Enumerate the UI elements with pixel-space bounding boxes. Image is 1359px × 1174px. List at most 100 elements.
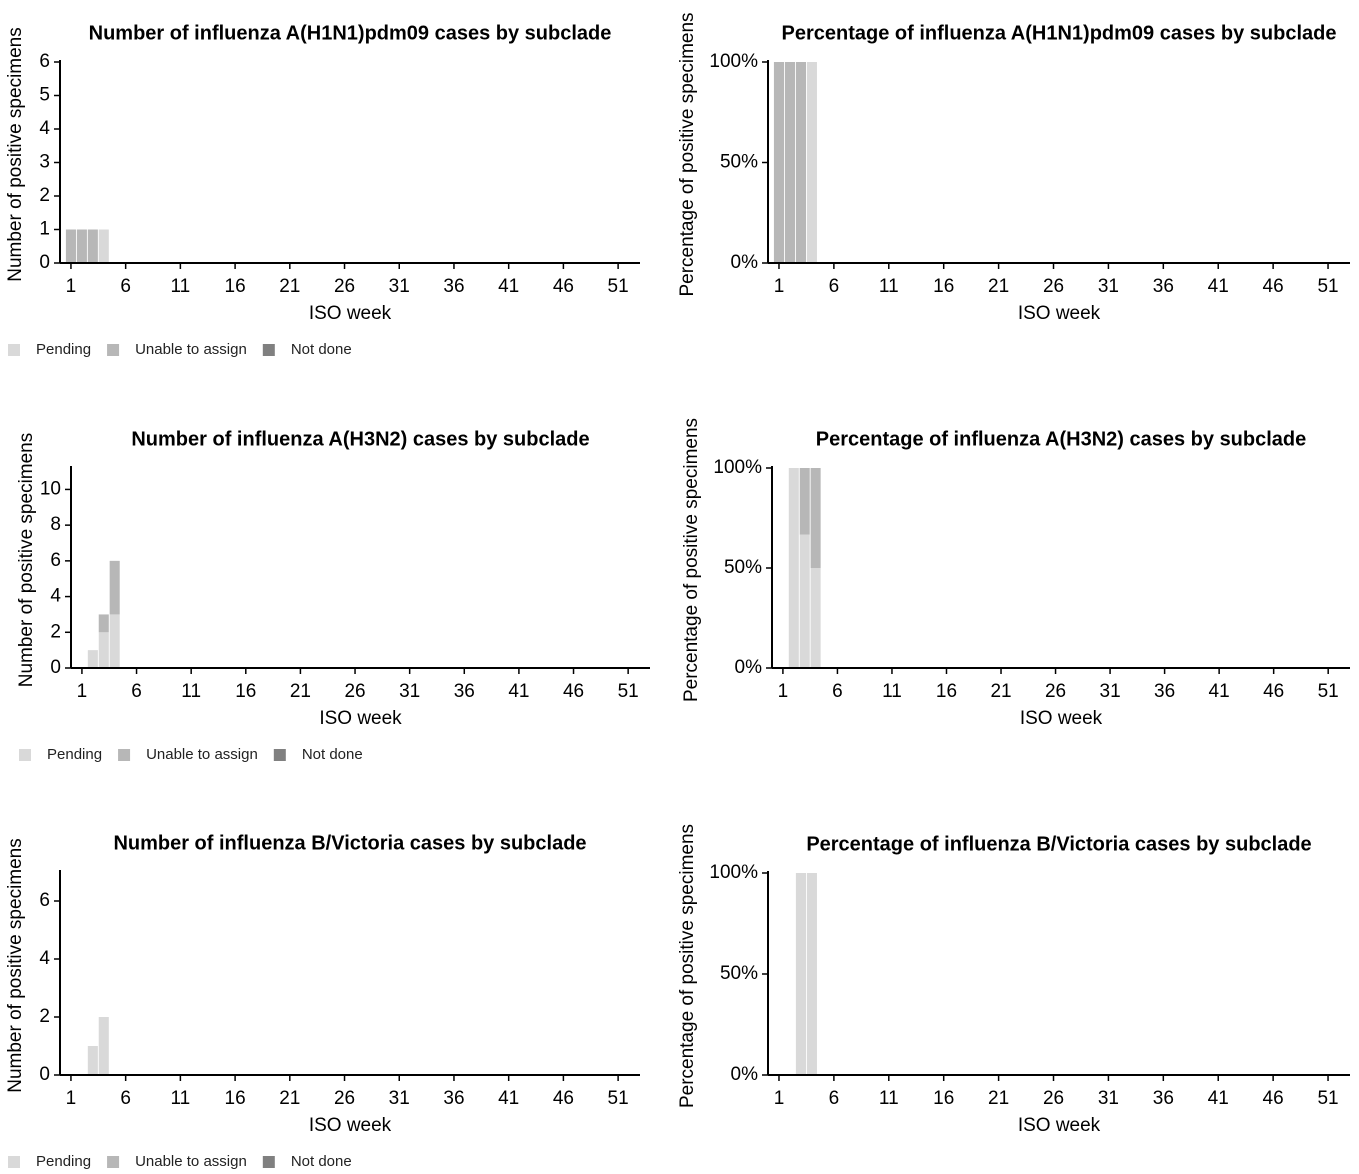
y-tick-label: 50% <box>724 557 762 578</box>
legend-swatch <box>8 1156 20 1168</box>
x-tick-label: 41 <box>1209 681 1230 702</box>
x-tick-label: 51 <box>1317 276 1338 297</box>
bar-segment <box>98 1017 109 1075</box>
x-tick-label: 11 <box>879 276 899 297</box>
y-tick-label: 100% <box>709 51 758 72</box>
x-tick-label: 36 <box>443 276 464 297</box>
chart-title: Percentage of influenza A(H3N2) cases by… <box>816 428 1307 450</box>
x-tick-label: 16 <box>225 1088 246 1109</box>
chart-title: Number of influenza B/Victoria cases by … <box>113 832 586 854</box>
x-tick-label: 11 <box>882 681 902 702</box>
legend-label: Not done <box>302 746 363 763</box>
x-tick-label: 51 <box>1317 1088 1338 1109</box>
y-tick-label: 2 <box>39 1006 50 1027</box>
y-tick-label: 4 <box>39 118 50 139</box>
x-tick-label: 36 <box>1153 276 1174 297</box>
y-tick-label: 6 <box>39 890 50 911</box>
x-tick-label: 36 <box>443 1088 464 1109</box>
bar-segment <box>795 873 806 1075</box>
x-tick-label: 51 <box>618 681 639 702</box>
legend-swatch <box>262 1156 275 1168</box>
x-tick-label: 36 <box>454 681 475 702</box>
x-tick-label: 36 <box>1154 681 1175 702</box>
x-tick-label: 1 <box>66 276 77 297</box>
bar-segment <box>65 229 76 263</box>
legend-swatch <box>273 749 286 761</box>
x-tick-label: 51 <box>608 276 629 297</box>
x-tick-label: 31 <box>1098 276 1119 297</box>
bar-segment <box>810 568 821 668</box>
x-tick-label: 46 <box>1263 276 1284 297</box>
bar-segment <box>87 229 98 263</box>
x-tick-label: 51 <box>608 1088 629 1109</box>
y-tick-label: 4 <box>39 948 50 969</box>
x-tick-label: 6 <box>120 1088 131 1109</box>
legend-swatch <box>107 1156 120 1168</box>
y-tick-label: 0 <box>50 657 61 678</box>
x-tick-label: 21 <box>988 276 1009 297</box>
chart-title: Percentage of influenza B/Victoria cases… <box>806 833 1311 855</box>
bar-segment <box>806 62 817 263</box>
x-tick-label: 31 <box>1098 1088 1119 1109</box>
x-tick-label: 26 <box>334 1088 355 1109</box>
x-tick-label: 16 <box>933 276 954 297</box>
y-tick-label: 100% <box>709 862 758 883</box>
y-tick-label: 2 <box>50 621 61 642</box>
legend-label: Unable to assign <box>135 1153 247 1170</box>
y-axis-label: Number of positive specimens <box>16 433 37 688</box>
y-tick-label: 0% <box>735 657 763 678</box>
x-tick-label: 6 <box>832 681 843 702</box>
bar-segment <box>98 614 109 633</box>
chart-title: Percentage of influenza A(H1N1)pdm09 cas… <box>782 22 1337 44</box>
x-tick-label: 46 <box>1263 1088 1284 1109</box>
x-tick-label: 46 <box>1263 681 1284 702</box>
bar-segment <box>98 229 109 263</box>
y-axis-label: Number of positive specimens <box>5 838 26 1093</box>
chart-title: Number of influenza A(H1N1)pdm09 cases b… <box>89 22 612 44</box>
x-tick-label: 21 <box>279 276 300 297</box>
y-tick-label: 50% <box>720 152 758 173</box>
x-tick-label: 6 <box>829 1088 840 1109</box>
y-tick-label: 5 <box>39 85 50 106</box>
bar-segment <box>806 873 817 1075</box>
x-tick-label: 21 <box>279 1088 300 1109</box>
x-tick-label: 41 <box>498 1088 519 1109</box>
y-tick-label: 100% <box>713 457 762 478</box>
x-tick-label: 16 <box>933 1088 954 1109</box>
y-tick-label: 50% <box>720 963 758 984</box>
x-tick-label: 16 <box>225 276 246 297</box>
x-tick-label: 51 <box>1318 681 1339 702</box>
x-tick-label: 11 <box>879 1088 899 1109</box>
x-tick-label: 11 <box>171 1088 191 1109</box>
x-axis-label: ISO week <box>309 303 392 324</box>
x-tick-label: 21 <box>290 681 311 702</box>
y-axis-label: Percentage of positive specimens <box>677 824 698 1108</box>
bar-segment <box>87 1046 98 1075</box>
legend-swatch <box>19 749 31 761</box>
x-axis-label: ISO week <box>1018 1115 1101 1136</box>
bar-segment <box>788 468 799 668</box>
x-tick-label: 6 <box>131 681 142 702</box>
x-tick-label: 26 <box>334 276 355 297</box>
y-tick-label: 0% <box>731 252 759 273</box>
x-tick-label: 31 <box>399 681 420 702</box>
y-tick-label: 4 <box>50 586 61 607</box>
bar-segment <box>773 62 785 263</box>
x-tick-label: 41 <box>498 276 519 297</box>
x-axis-label: ISO week <box>1018 303 1101 324</box>
x-tick-label: 26 <box>1043 1088 1064 1109</box>
x-tick-label: 46 <box>553 1088 574 1109</box>
x-tick-label: 41 <box>1208 276 1229 297</box>
legend-swatch <box>262 344 275 356</box>
legend-label: Pending <box>36 341 91 358</box>
x-tick-label: 11 <box>171 276 191 297</box>
bar-segment <box>109 560 120 615</box>
y-axis-label: Number of positive specimens <box>5 27 26 282</box>
x-tick-label: 46 <box>553 276 574 297</box>
x-tick-label: 6 <box>120 276 131 297</box>
y-tick-label: 6 <box>39 51 50 72</box>
legend-swatch <box>8 344 20 356</box>
y-tick-label: 10 <box>40 478 61 499</box>
legend-label: Unable to assign <box>146 746 258 763</box>
y-axis-label: Percentage of positive specimens <box>681 418 702 702</box>
